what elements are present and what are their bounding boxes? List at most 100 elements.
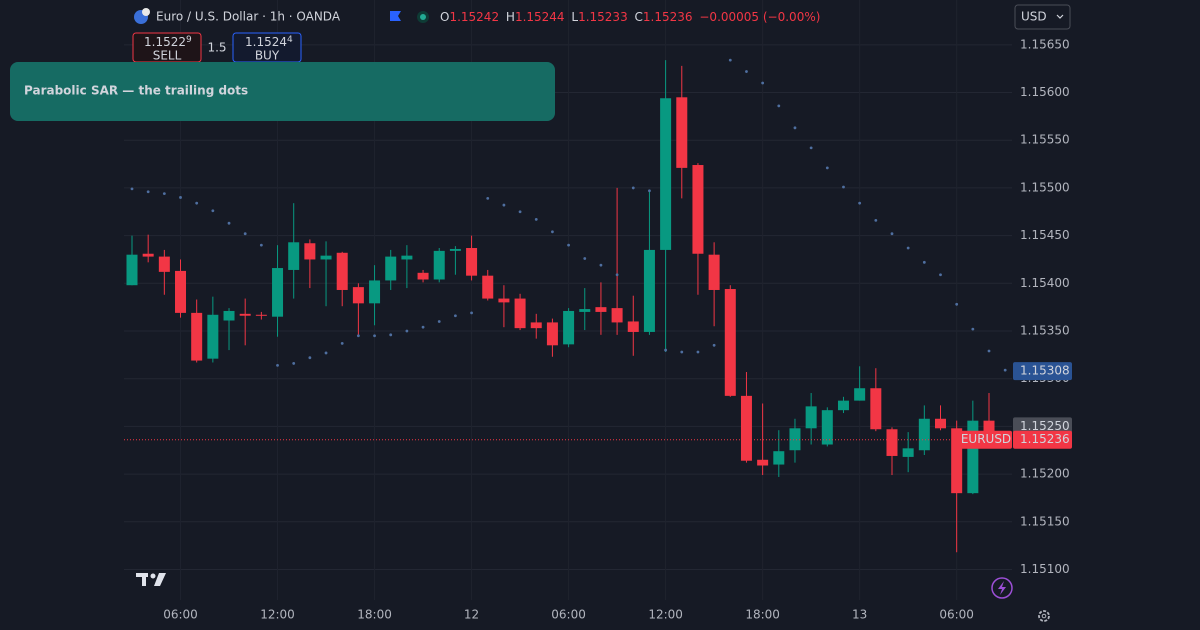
candle-body (304, 243, 316, 260)
candle-body (805, 406, 817, 429)
candle-body (563, 310, 575, 345)
x-tick-label: 18:00 (745, 608, 780, 622)
settings-icon (1041, 613, 1047, 619)
sell-label: SELL (153, 49, 182, 63)
sar-dot (486, 197, 490, 200)
sar-dot (243, 232, 247, 236)
candle-body (708, 254, 720, 290)
sar-dot (308, 356, 312, 360)
logo-part (154, 573, 166, 586)
candle-body (611, 308, 623, 323)
candle-body (757, 459, 769, 466)
x-tick-label: 12 (464, 608, 479, 622)
candle-body (336, 252, 348, 290)
sar-dot (162, 192, 166, 196)
alert-icon[interactable] (991, 577, 1013, 599)
candle-body (175, 270, 187, 313)
price-label: 1.15250 (1020, 419, 1070, 433)
sar-dot (292, 362, 296, 365)
sar-dot (987, 349, 991, 353)
sell-pip: 9 (186, 35, 192, 45)
symbol-label: EURUSD (961, 432, 1011, 446)
candle-body (417, 272, 429, 280)
y-tick-label: 1.15200 (1020, 467, 1070, 481)
candle-body (837, 400, 849, 411)
candle-body (692, 165, 704, 254)
ohlc-key: O (440, 10, 449, 24)
candle-body (546, 322, 558, 346)
sar-dot (971, 327, 975, 331)
sar-dot (518, 210, 522, 214)
sar-dot (470, 311, 473, 315)
settings-icon[interactable] (1038, 610, 1050, 622)
sar-dot (373, 334, 376, 338)
price-axis: 1.151001.151501.152001.152501.153001.153… (163, 37, 1072, 622)
candle-body (272, 268, 284, 317)
buy-price: 1.1524 (245, 35, 287, 49)
sar-dot (858, 201, 862, 205)
y-tick-label: 1.15400 (1020, 276, 1070, 290)
sar-dot (939, 273, 942, 277)
candle-body (854, 388, 866, 401)
symbol-label-box (960, 430, 1012, 449)
symbol: Euro / U.S. Dollar · 1h · OANDA (156, 10, 341, 24)
logo (136, 573, 166, 586)
sar-dot (534, 217, 538, 221)
candle-body (660, 98, 672, 250)
y-tick-label: 1.15500 (1020, 180, 1070, 194)
price-label: 1.15236 (1020, 432, 1070, 446)
candle-body (951, 428, 963, 494)
candle-body (983, 420, 995, 441)
price-label: 1.15308 (1020, 364, 1070, 378)
header: Euro / U.S. Dollar · 1h · OANDA O1.15242… (134, 8, 820, 24)
x-tick-label: 12:00 (648, 608, 683, 622)
sar-dot (777, 104, 781, 108)
candle-body (142, 253, 154, 257)
buy-pip: 4 (287, 35, 293, 45)
sar-dot (599, 263, 603, 267)
sar-dot (437, 320, 441, 323)
currency: USD (1021, 10, 1047, 24)
currency-button[interactable] (1014, 4, 1071, 30)
sar-dot (825, 166, 829, 170)
candle-body (676, 97, 688, 168)
candle-body (627, 321, 639, 332)
status-icon (420, 14, 426, 20)
sar-dot (421, 325, 425, 329)
plot (124, 58, 1012, 553)
sar-dot (130, 187, 134, 191)
candle-body (352, 287, 364, 304)
candle-body (449, 248, 461, 251)
sar-dot (696, 350, 700, 354)
x-tick-label: 18:00 (357, 608, 392, 622)
candle-body (935, 418, 946, 429)
candle-body (918, 418, 930, 451)
candle-body (401, 255, 413, 260)
sar-dot (502, 203, 506, 207)
logo-part (150, 573, 156, 579)
sar-dot (712, 343, 716, 347)
candle-body (207, 314, 219, 359)
y-tick-label: 1.15100 (1020, 562, 1070, 576)
sar-dot (793, 126, 797, 130)
sar-dot (664, 348, 668, 352)
y-tick-label: 1.15550 (1020, 133, 1070, 147)
sar-dot (1003, 368, 1007, 372)
sar-dot (955, 302, 959, 306)
logo-part (142, 573, 146, 586)
ohlc-key: L (571, 10, 578, 24)
candle-body (595, 307, 607, 312)
sar-dot (340, 342, 344, 345)
trade-panel: 1.15229 SELL 1.5 1.15244 BUY (132, 32, 302, 63)
ohlc-value: 1.15233 (578, 10, 628, 24)
y-tick-label: 1.15650 (1020, 37, 1070, 51)
candle-body (643, 249, 655, 332)
sar-dot (745, 70, 748, 73)
market-icon (390, 11, 401, 21)
candle-body (239, 313, 251, 316)
sar-dot (324, 351, 328, 355)
y-tick-label: 1.15600 (1020, 85, 1070, 99)
candle-body (433, 250, 445, 280)
sar-dot (631, 186, 635, 190)
candle-body (773, 451, 785, 465)
